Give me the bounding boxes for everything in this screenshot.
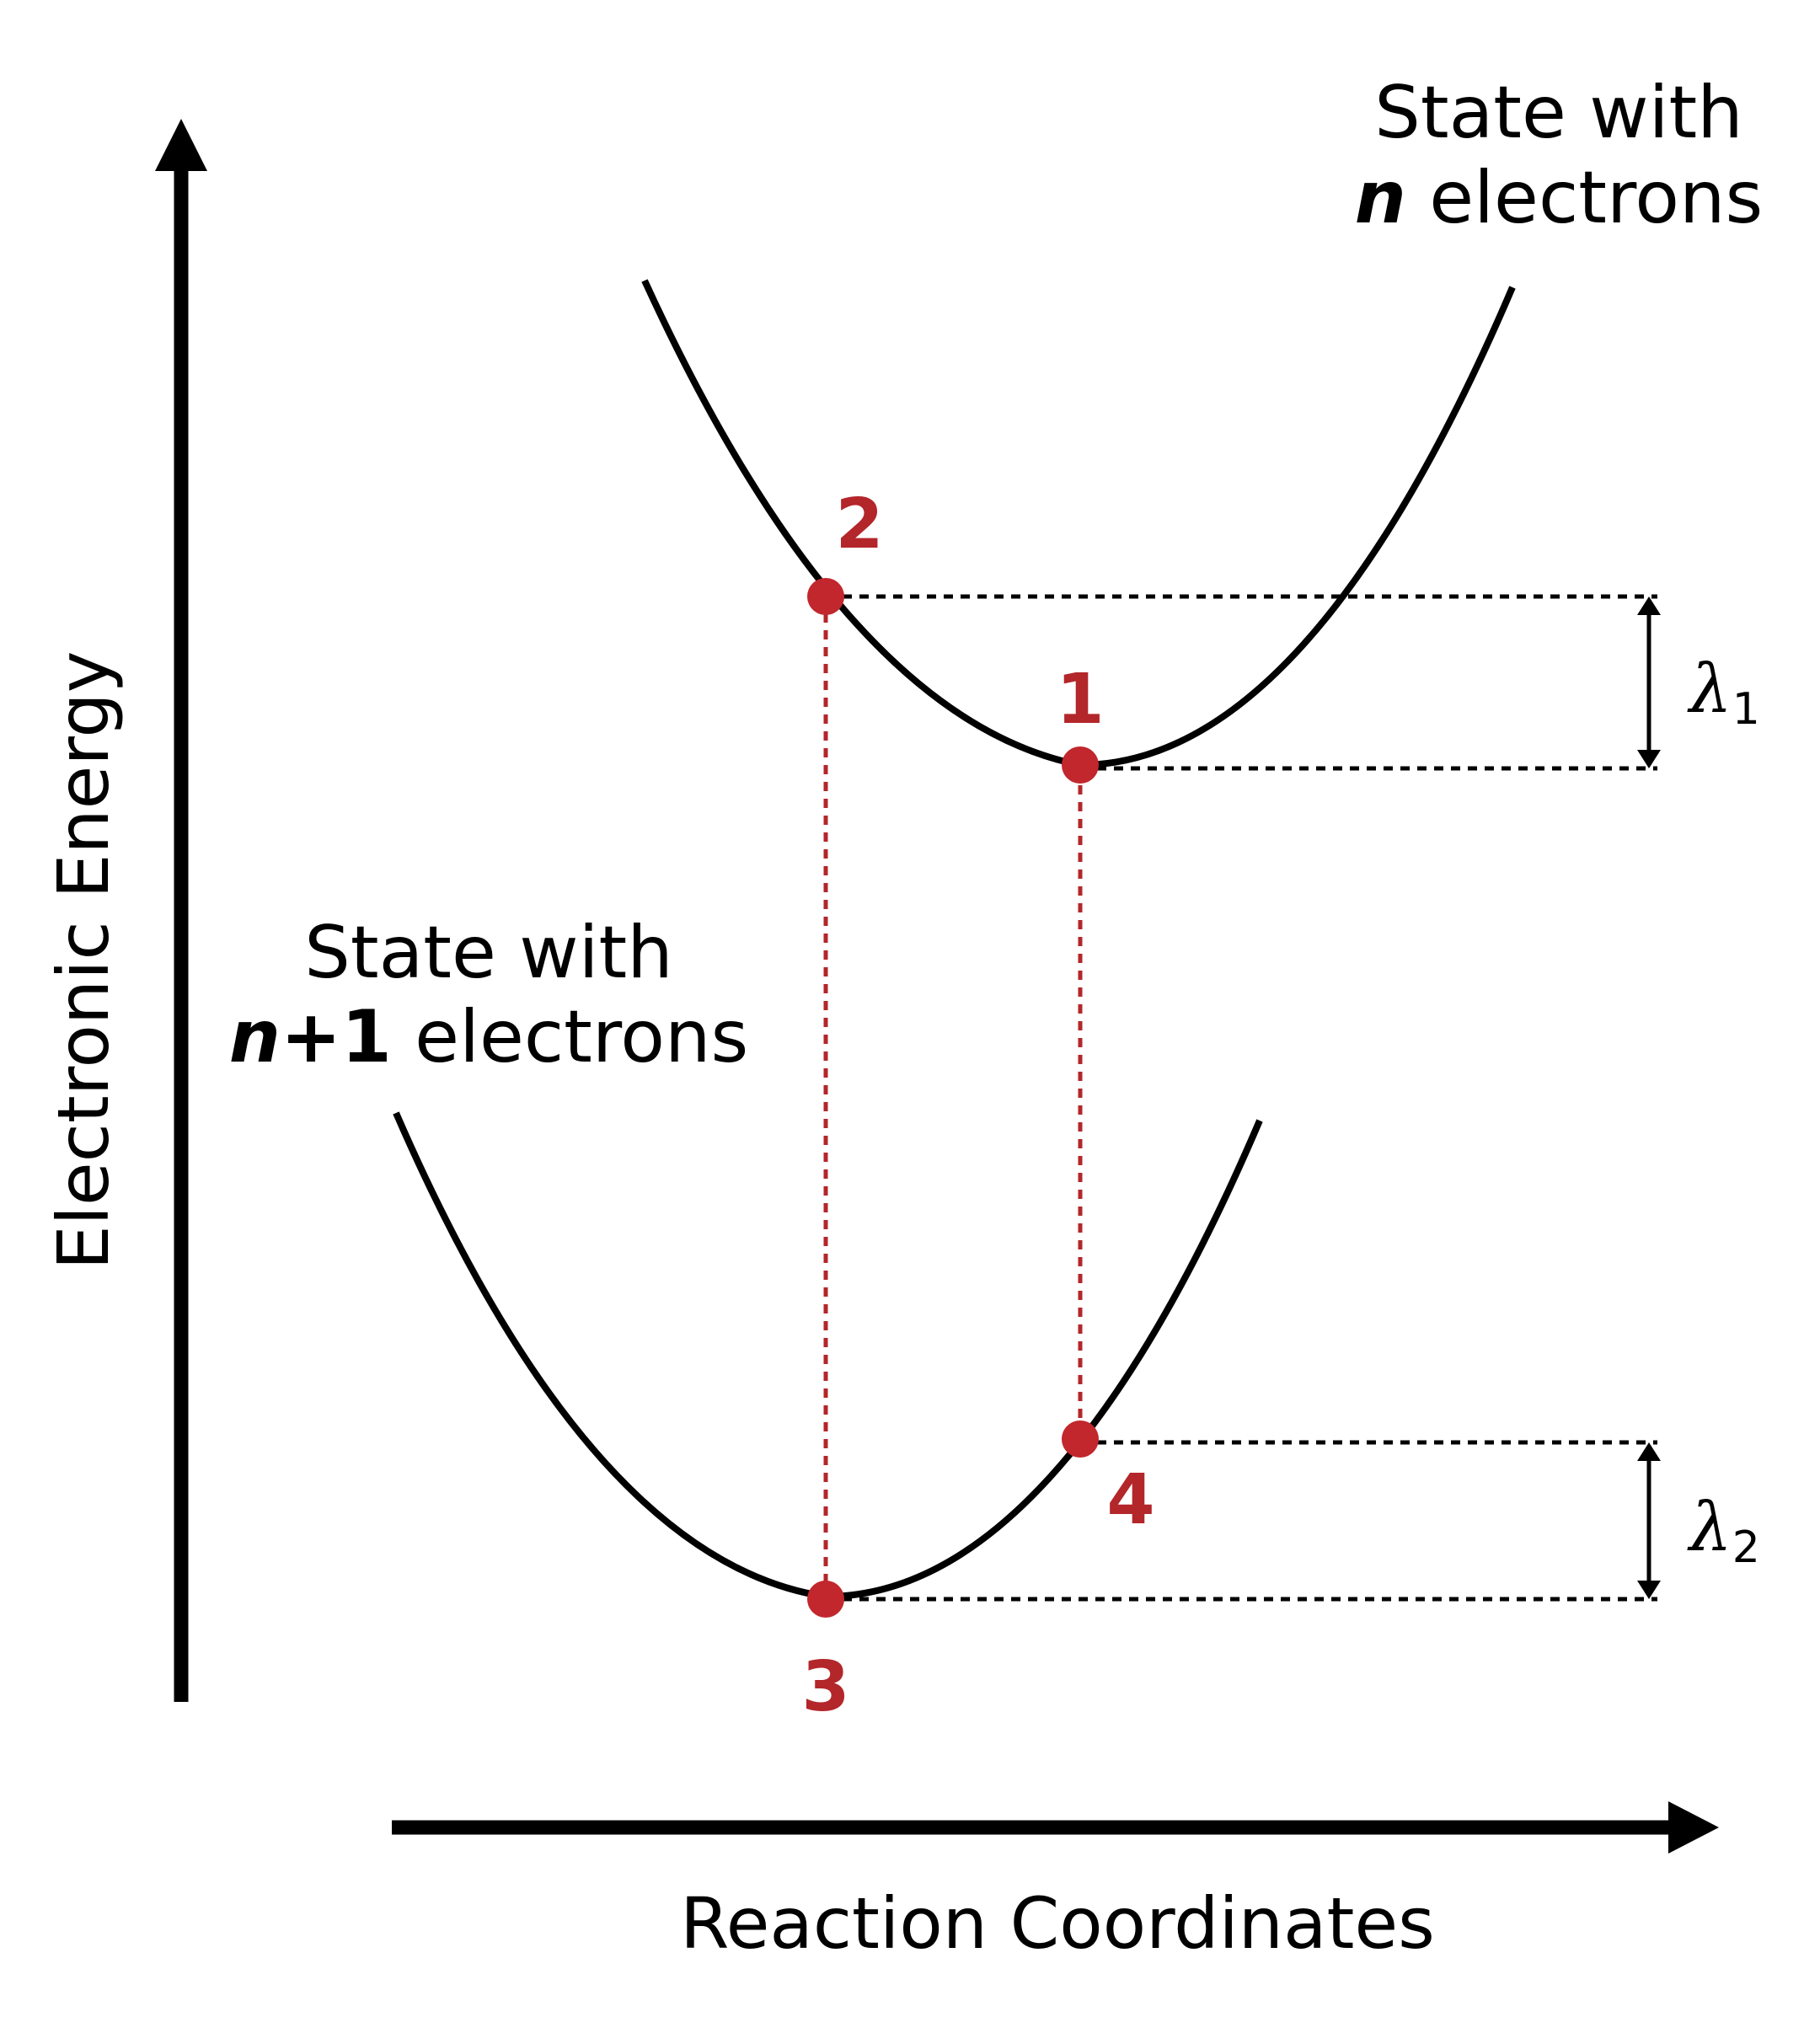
point-4-dot bbox=[1062, 1420, 1099, 1458]
point-3-dot bbox=[807, 1581, 844, 1618]
y-axis bbox=[155, 119, 207, 1702]
point-4-label: 4 bbox=[1106, 1460, 1154, 1540]
lower-state-label-line2: n+1 electrons bbox=[229, 995, 749, 1079]
x-axis-label: Reaction Coordinates bbox=[680, 1882, 1435, 1965]
lower-state-label: State with n+1 electrons bbox=[229, 911, 749, 1079]
point-1-label: 1 bbox=[1056, 660, 1104, 740]
point-1-dot bbox=[1062, 746, 1099, 784]
lambda1-label: λ1 bbox=[1687, 650, 1760, 735]
lambda2-label: λ2 bbox=[1687, 1488, 1760, 1573]
x-axis bbox=[392, 1801, 1719, 1854]
upper-state-label-line1: State with bbox=[1374, 71, 1742, 155]
upper-state-label-line2: n electrons bbox=[1355, 156, 1764, 240]
lambda1-dimension-arrow bbox=[1637, 597, 1661, 768]
lambda2-dimension-arrow bbox=[1637, 1442, 1661, 1599]
y-axis-arrowhead bbox=[155, 119, 207, 171]
y-axis-label: Electronic Energy bbox=[42, 651, 125, 1271]
lower-state-label-line1: State with bbox=[304, 911, 672, 995]
point-2-dot bbox=[807, 578, 844, 615]
x-axis-arrowhead bbox=[1668, 1801, 1719, 1854]
point-2-label: 2 bbox=[835, 484, 883, 564]
upper-state-label: State with n electrons bbox=[1355, 71, 1764, 240]
point-3-label: 3 bbox=[801, 1647, 849, 1727]
